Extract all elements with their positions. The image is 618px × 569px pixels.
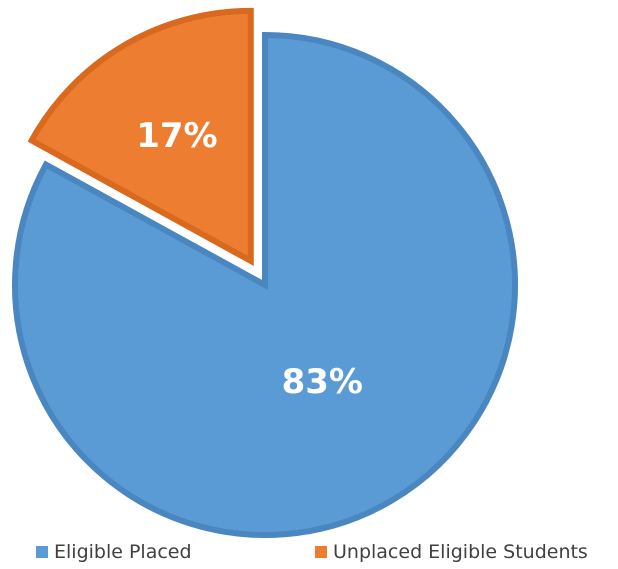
data-label-eligible-placed: 83% [282, 362, 363, 402]
pie-slice-eligible-placed [12, 31, 518, 538]
legend-label-unplaced-eligible-students: Unplaced Eligible Students [333, 541, 588, 563]
chart-legend: Eligible Placed Unplaced Eligible Studen… [0, 541, 618, 565]
legend-swatch-eligible-placed [36, 546, 48, 558]
legend-label-eligible-placed: Eligible Placed [54, 541, 192, 563]
legend-item-eligible-placed: Eligible Placed [36, 541, 192, 563]
data-label-unplaced-eligible-students: 17% [136, 116, 217, 156]
legend-item-unplaced-eligible-students: Unplaced Eligible Students [315, 541, 588, 563]
pie-slice-unplaced-eligible-students [27, 7, 254, 266]
legend-swatch-unplaced-eligible-students [315, 546, 327, 558]
